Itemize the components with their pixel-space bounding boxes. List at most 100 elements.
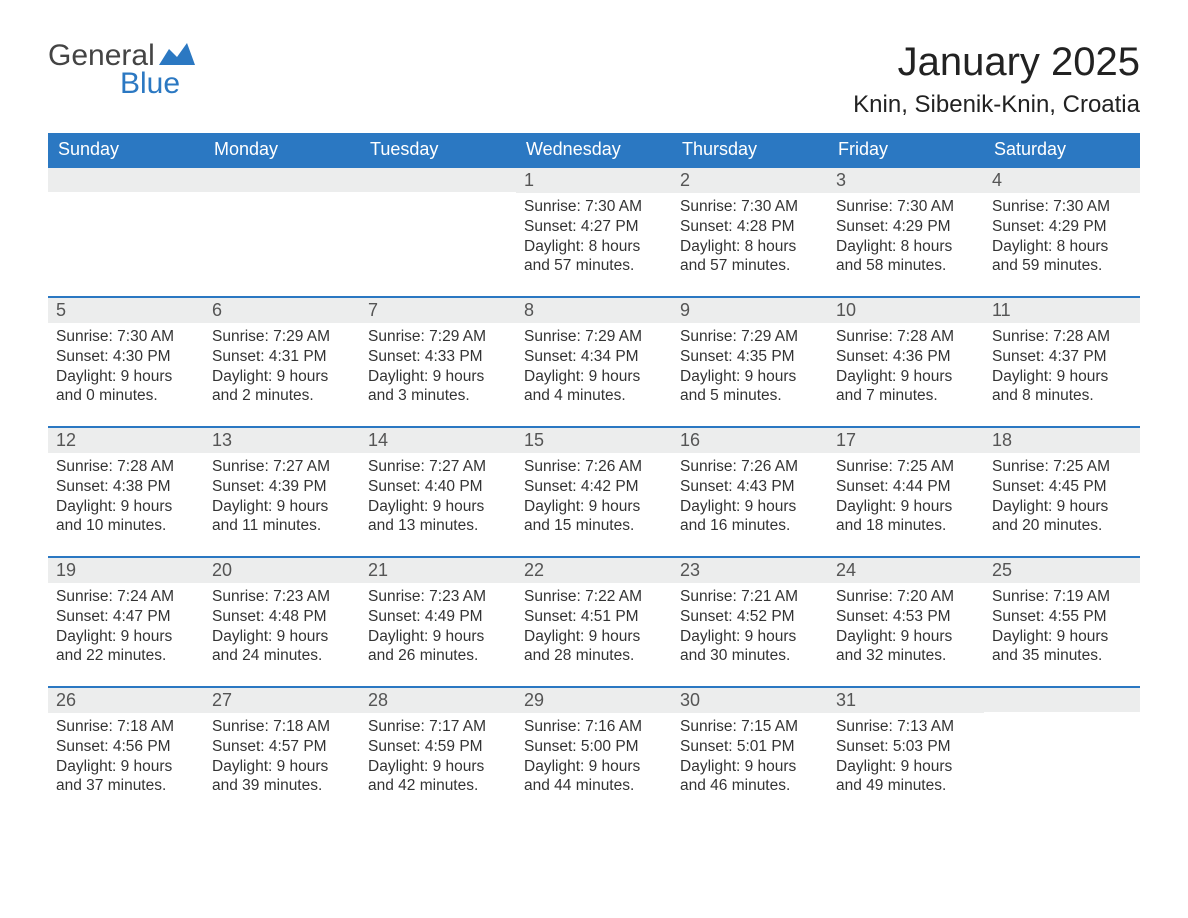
day-cell: 7Sunrise: 7:29 AMSunset: 4:33 PMDaylight… — [360, 298, 516, 426]
day-number: 27 — [204, 688, 360, 713]
day-of-week-header: Thursday — [672, 133, 828, 166]
day-dl1: Daylight: 9 hours — [212, 627, 352, 647]
day-dl2: and 30 minutes. — [680, 646, 820, 666]
day-sunrise: Sunrise: 7:24 AM — [56, 587, 196, 607]
day-cell: 12Sunrise: 7:28 AMSunset: 4:38 PMDayligh… — [48, 428, 204, 556]
day-cell: 6Sunrise: 7:29 AMSunset: 4:31 PMDaylight… — [204, 298, 360, 426]
day-details: Sunrise: 7:21 AMSunset: 4:52 PMDaylight:… — [672, 583, 828, 674]
day-number: 18 — [984, 428, 1140, 453]
day-details: Sunrise: 7:29 AMSunset: 4:35 PMDaylight:… — [672, 323, 828, 414]
day-details: Sunrise: 7:29 AMSunset: 4:34 PMDaylight:… — [516, 323, 672, 414]
day-sunset: Sunset: 4:47 PM — [56, 607, 196, 627]
day-cell: 29Sunrise: 7:16 AMSunset: 5:00 PMDayligh… — [516, 688, 672, 816]
day-cell: 28Sunrise: 7:17 AMSunset: 4:59 PMDayligh… — [360, 688, 516, 816]
day-number — [204, 168, 360, 192]
day-number — [48, 168, 204, 192]
day-cell: 18Sunrise: 7:25 AMSunset: 4:45 PMDayligh… — [984, 428, 1140, 556]
day-sunset: Sunset: 4:29 PM — [992, 217, 1132, 237]
day-details: Sunrise: 7:13 AMSunset: 5:03 PMDaylight:… — [828, 713, 984, 804]
day-dl2: and 3 minutes. — [368, 386, 508, 406]
day-number: 17 — [828, 428, 984, 453]
day-sunset: Sunset: 4:34 PM — [524, 347, 664, 367]
day-dl1: Daylight: 9 hours — [524, 497, 664, 517]
day-dl2: and 24 minutes. — [212, 646, 352, 666]
day-dl2: and 57 minutes. — [680, 256, 820, 276]
day-sunset: Sunset: 4:48 PM — [212, 607, 352, 627]
weeks-container: 1Sunrise: 7:30 AMSunset: 4:27 PMDaylight… — [48, 166, 1140, 816]
day-details: Sunrise: 7:19 AMSunset: 4:55 PMDaylight:… — [984, 583, 1140, 674]
day-dl2: and 11 minutes. — [212, 516, 352, 536]
day-details: Sunrise: 7:23 AMSunset: 4:48 PMDaylight:… — [204, 583, 360, 674]
day-cell — [204, 168, 360, 296]
day-dl2: and 35 minutes. — [992, 646, 1132, 666]
day-number: 30 — [672, 688, 828, 713]
day-cell: 5Sunrise: 7:30 AMSunset: 4:30 PMDaylight… — [48, 298, 204, 426]
day-details: Sunrise: 7:28 AMSunset: 4:37 PMDaylight:… — [984, 323, 1140, 414]
day-number: 11 — [984, 298, 1140, 323]
day-details: Sunrise: 7:25 AMSunset: 4:45 PMDaylight:… — [984, 453, 1140, 544]
day-cell: 24Sunrise: 7:20 AMSunset: 4:53 PMDayligh… — [828, 558, 984, 686]
days-of-week-row: SundayMondayTuesdayWednesdayThursdayFrid… — [48, 133, 1140, 166]
day-number — [984, 688, 1140, 712]
day-sunrise: Sunrise: 7:28 AM — [836, 327, 976, 347]
day-number: 15 — [516, 428, 672, 453]
day-dl2: and 4 minutes. — [524, 386, 664, 406]
day-sunset: Sunset: 4:44 PM — [836, 477, 976, 497]
day-dl1: Daylight: 9 hours — [368, 367, 508, 387]
day-sunset: Sunset: 4:59 PM — [368, 737, 508, 757]
day-cell: 8Sunrise: 7:29 AMSunset: 4:34 PMDaylight… — [516, 298, 672, 426]
day-dl2: and 58 minutes. — [836, 256, 976, 276]
day-sunrise: Sunrise: 7:13 AM — [836, 717, 976, 737]
day-sunset: Sunset: 4:35 PM — [680, 347, 820, 367]
day-sunset: Sunset: 4:55 PM — [992, 607, 1132, 627]
day-sunset: Sunset: 4:28 PM — [680, 217, 820, 237]
day-dl1: Daylight: 9 hours — [836, 757, 976, 777]
day-cell: 1Sunrise: 7:30 AMSunset: 4:27 PMDaylight… — [516, 168, 672, 296]
day-sunset: Sunset: 4:51 PM — [524, 607, 664, 627]
day-cell: 25Sunrise: 7:19 AMSunset: 4:55 PMDayligh… — [984, 558, 1140, 686]
day-cell: 3Sunrise: 7:30 AMSunset: 4:29 PMDaylight… — [828, 168, 984, 296]
day-sunrise: Sunrise: 7:30 AM — [524, 197, 664, 217]
day-number: 12 — [48, 428, 204, 453]
day-cell: 20Sunrise: 7:23 AMSunset: 4:48 PMDayligh… — [204, 558, 360, 686]
day-details: Sunrise: 7:23 AMSunset: 4:49 PMDaylight:… — [360, 583, 516, 674]
day-details: Sunrise: 7:30 AMSunset: 4:29 PMDaylight:… — [828, 193, 984, 284]
day-details: Sunrise: 7:28 AMSunset: 4:36 PMDaylight:… — [828, 323, 984, 414]
day-cell: 31Sunrise: 7:13 AMSunset: 5:03 PMDayligh… — [828, 688, 984, 816]
day-number: 8 — [516, 298, 672, 323]
day-dl1: Daylight: 9 hours — [836, 367, 976, 387]
day-details: Sunrise: 7:17 AMSunset: 4:59 PMDaylight:… — [360, 713, 516, 804]
day-sunrise: Sunrise: 7:18 AM — [56, 717, 196, 737]
day-number: 10 — [828, 298, 984, 323]
day-cell — [360, 168, 516, 296]
day-dl1: Daylight: 9 hours — [836, 627, 976, 647]
day-dl1: Daylight: 9 hours — [56, 627, 196, 647]
day-details: Sunrise: 7:30 AMSunset: 4:29 PMDaylight:… — [984, 193, 1140, 284]
day-dl1: Daylight: 9 hours — [680, 627, 820, 647]
day-dl2: and 13 minutes. — [368, 516, 508, 536]
day-sunrise: Sunrise: 7:29 AM — [680, 327, 820, 347]
day-sunset: Sunset: 4:49 PM — [368, 607, 508, 627]
day-dl1: Daylight: 9 hours — [524, 367, 664, 387]
day-sunrise: Sunrise: 7:17 AM — [368, 717, 508, 737]
day-sunset: Sunset: 4:40 PM — [368, 477, 508, 497]
day-dl1: Daylight: 9 hours — [212, 367, 352, 387]
day-sunset: Sunset: 5:00 PM — [524, 737, 664, 757]
month-title: January 2025 — [853, 40, 1140, 85]
day-number — [360, 168, 516, 192]
day-details: Sunrise: 7:20 AMSunset: 4:53 PMDaylight:… — [828, 583, 984, 674]
day-sunset: Sunset: 4:30 PM — [56, 347, 196, 367]
day-sunrise: Sunrise: 7:15 AM — [680, 717, 820, 737]
day-details: Sunrise: 7:24 AMSunset: 4:47 PMDaylight:… — [48, 583, 204, 674]
day-dl2: and 15 minutes. — [524, 516, 664, 536]
day-sunset: Sunset: 4:42 PM — [524, 477, 664, 497]
day-dl1: Daylight: 9 hours — [680, 497, 820, 517]
day-dl2: and 46 minutes. — [680, 776, 820, 796]
day-cell: 14Sunrise: 7:27 AMSunset: 4:40 PMDayligh… — [360, 428, 516, 556]
day-of-week-header: Saturday — [984, 133, 1140, 166]
day-sunset: Sunset: 4:52 PM — [680, 607, 820, 627]
day-dl1: Daylight: 8 hours — [992, 237, 1132, 257]
day-cell: 10Sunrise: 7:28 AMSunset: 4:36 PMDayligh… — [828, 298, 984, 426]
day-dl2: and 7 minutes. — [836, 386, 976, 406]
day-sunset: Sunset: 5:01 PM — [680, 737, 820, 757]
